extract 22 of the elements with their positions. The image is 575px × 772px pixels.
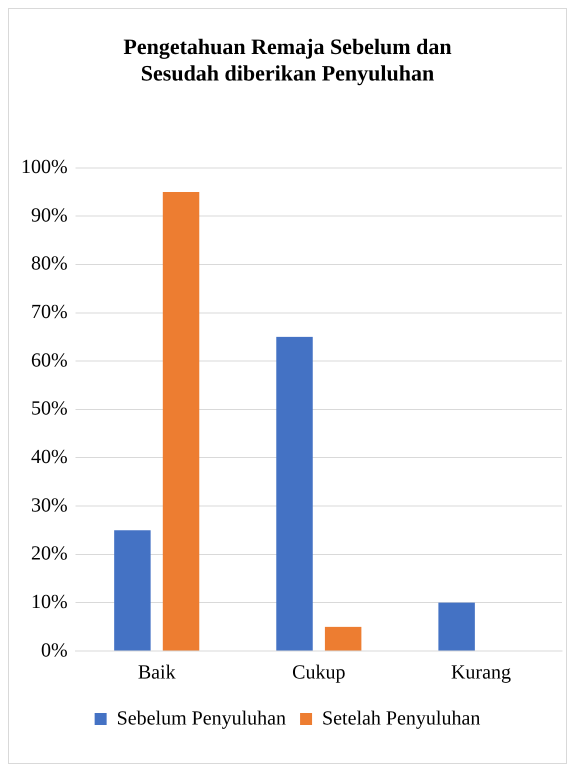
y-tick-label: 100%	[20, 156, 68, 178]
bar	[114, 530, 151, 650]
x-tick-label: Baik	[138, 661, 176, 684]
bar	[438, 602, 475, 650]
bar	[162, 192, 200, 650]
y-tick-label: 20%	[30, 542, 68, 565]
y-tick-label: 50%	[30, 398, 68, 420]
y-tick-label: 80%	[30, 252, 68, 275]
y-tick-label: 10%	[30, 590, 68, 613]
legend-label: Sebelum Penyuluhan	[116, 707, 286, 730]
y-tick-label: 60%	[30, 349, 68, 372]
y-tick-label: 90%	[30, 204, 68, 226]
chart-title: Pengetahuan Remaja Sebelum dan Sesudah diberikan Penyuluhan	[123, 34, 452, 86]
y-tick-label: 70%	[30, 301, 68, 324]
y-tick-label: 30%	[30, 494, 68, 516]
bar	[324, 626, 362, 650]
x-tick-label: Kurang	[450, 661, 511, 684]
y-tick-label: 40%	[30, 446, 68, 468]
y-tick-label: 0%	[40, 639, 68, 662]
x-tick-label: Cukup	[292, 661, 346, 684]
legend-label: Setelah Penyuluhan	[322, 707, 480, 730]
bar	[276, 336, 313, 650]
